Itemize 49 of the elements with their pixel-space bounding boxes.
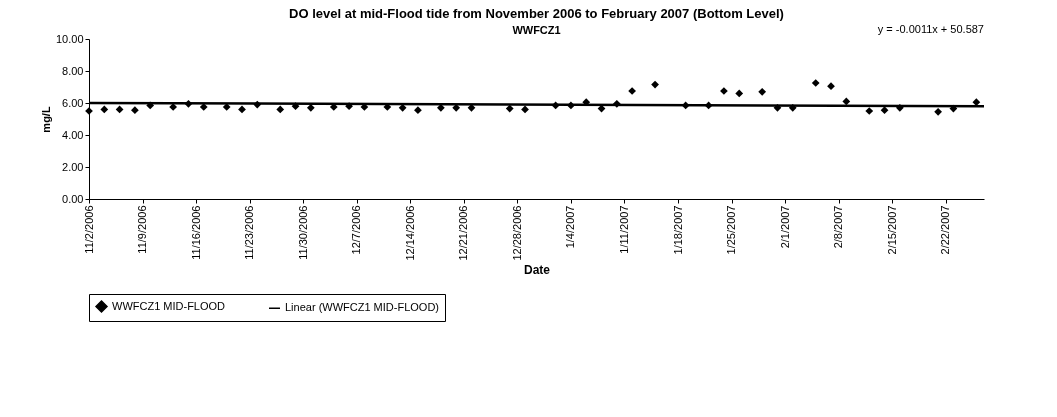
point	[276, 105, 285, 114]
x-tick-label: 11/16/2006	[189, 205, 202, 260]
x-tick-label: 2/1/2007	[778, 205, 791, 249]
point	[827, 82, 835, 91]
x-tick-label: 2/22/2007	[939, 205, 952, 255]
text: y = -0.0011x + 50.587	[877, 23, 984, 35]
x-tick-label: 1/25/2007	[725, 205, 738, 255]
legend-label: Linear (WWFCZ1 MID-FLOOD)	[285, 301, 439, 314]
point	[758, 87, 767, 96]
legend-label: WWFCZ1 MID-FLOOD	[112, 299, 226, 312]
chart-subtitle: WWFCZ1	[512, 24, 561, 36]
point	[521, 105, 529, 114]
point	[100, 105, 109, 114]
point	[842, 97, 851, 106]
x-tick-label: 11/23/2006	[243, 205, 256, 260]
point	[199, 103, 208, 111]
y-tick-label: 6.00	[62, 96, 84, 109]
x-tick-label: 11/9/2006	[136, 205, 149, 254]
x-tick-label: 11/2/2006	[82, 205, 95, 254]
x-tick-label: 1/4/2007	[564, 205, 577, 249]
x-tick-label: 2/8/2007	[832, 205, 845, 249]
point	[735, 89, 744, 98]
y-tick-label: 10.00	[55, 32, 84, 45]
x-tick-label: 12/14/2006	[403, 205, 416, 261]
point	[811, 79, 820, 87]
point	[115, 105, 124, 114]
point	[934, 107, 942, 116]
y-axis-title: mg/L	[39, 106, 52, 133]
y-tick-label: 4.00	[62, 128, 84, 141]
x-tick-label: 11/30/2006	[296, 205, 309, 260]
x-tick-label: 12/28/2006	[510, 205, 523, 261]
point	[651, 80, 659, 89]
x-tick-label: 2/15/2007	[885, 205, 898, 255]
x-tick-label: 1/11/2007	[617, 205, 630, 254]
point	[222, 103, 231, 111]
chart-title: DO level at mid-Flood tide from November 2006 to February 2007 (Bottom Level)	[289, 6, 784, 21]
x-tick-label: 12/21/2006	[457, 205, 470, 261]
y-tick-label: 8.00	[62, 64, 84, 77]
point	[238, 105, 246, 114]
point	[505, 104, 514, 113]
point	[880, 106, 889, 115]
x-tick-label: 1/18/2007	[671, 205, 684, 255]
x-axis-title: Date	[523, 262, 551, 277]
point	[131, 106, 139, 115]
y-tick-label: 0.00	[62, 192, 84, 205]
y-tick-label: 2.00	[62, 160, 84, 173]
point	[865, 107, 874, 115]
point	[414, 106, 422, 115]
x-tick-label: 12/7/2006	[350, 205, 363, 255]
